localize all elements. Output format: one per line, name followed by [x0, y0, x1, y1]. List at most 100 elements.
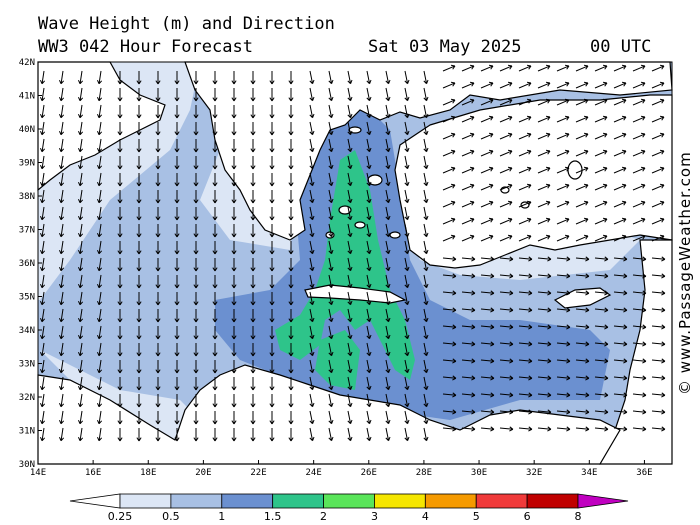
wave-arrow: [288, 105, 294, 119]
wave-arrow: [423, 223, 429, 238]
wave-arrow: [269, 428, 275, 442]
wave-arrow: [96, 172, 103, 187]
wave-arrow: [556, 115, 570, 123]
forecast-time: 00 UTC: [590, 37, 652, 57]
wave-arrow: [288, 428, 294, 442]
wave-arrow: [77, 410, 84, 425]
wave-arrow: [39, 410, 46, 425]
wave-arrow: [480, 341, 495, 347]
wave-arrow: [499, 307, 514, 313]
forecast-date: Sat 03 May 2025: [368, 37, 522, 57]
legend-swatch: [272, 493, 324, 509]
wave-arrow: [651, 166, 665, 174]
wave-arrow: [518, 290, 533, 296]
wave-arrow: [442, 341, 457, 347]
wave-arrow: [155, 122, 161, 136]
wave-arrow: [480, 166, 494, 174]
wave-arrow: [39, 308, 46, 323]
wave-arrow: [328, 342, 334, 357]
wave-arrow: [651, 392, 666, 398]
wave-arrow: [117, 105, 123, 119]
wave-arrow: [269, 411, 275, 425]
wave-arrow: [347, 342, 353, 357]
wave-arrow: [442, 426, 457, 432]
lat-tick-label: 35N: [19, 293, 35, 303]
wave-arrow: [594, 409, 609, 415]
wave-arrow: [423, 359, 429, 374]
wave-arrow: [193, 360, 199, 374]
wave-arrow: [288, 173, 294, 187]
wave-arrow: [136, 360, 142, 374]
wave-arrow: [575, 81, 589, 89]
wave-arrow: [328, 104, 334, 119]
wave-arrow: [499, 358, 514, 364]
wave-arrow: [309, 70, 315, 85]
wave-arrow: [461, 324, 476, 330]
wave-arrow: [556, 273, 571, 279]
wave-arrow: [309, 376, 315, 391]
wave-arrow: [404, 87, 410, 102]
wave-arrow: [651, 81, 665, 89]
wave-arrow: [537, 64, 551, 72]
wave-arrow: [58, 223, 65, 238]
wave-arrow: [575, 183, 589, 191]
wave-arrow: [423, 325, 429, 340]
legend-swatch: [119, 493, 172, 509]
wave-arrow: [309, 325, 315, 340]
wave-arrow: [288, 309, 294, 323]
wave-arrow: [537, 290, 552, 296]
wave-arrow: [117, 292, 123, 306]
wave-arrow: [193, 309, 199, 323]
wave-arrow: [651, 375, 666, 381]
lon-tick-label: 28E: [416, 468, 432, 478]
wave-arrow: [632, 132, 646, 140]
wave-arrow: [404, 308, 410, 323]
wave-arrow: [77, 257, 84, 272]
wave-arrow: [556, 81, 570, 89]
legend-label: 8: [575, 510, 582, 523]
wave-arrow: [174, 122, 180, 136]
legend-high-cap: [577, 493, 629, 509]
wave-arrow: [212, 275, 218, 289]
wave-arrow: [174, 224, 180, 238]
wave-arrow: [288, 411, 294, 425]
wave-arrow: [136, 292, 142, 306]
wave-arrow: [385, 87, 391, 102]
wave-arrow: [231, 224, 237, 238]
wave-arrow: [499, 324, 514, 330]
wave-arrow: [231, 88, 237, 102]
wave-arrow: [136, 394, 142, 408]
legend-label: 2: [320, 510, 327, 523]
wave-arrow: [537, 273, 552, 279]
wave-arrow: [136, 428, 142, 442]
wave-arrow: [250, 377, 256, 391]
wave-arrow: [480, 290, 495, 296]
wave-arrow: [309, 359, 315, 374]
wave-arrow: [193, 88, 199, 102]
wave-arrow: [499, 81, 513, 89]
lat-tick-label: 31N: [19, 427, 35, 437]
wave-arrow: [613, 81, 627, 89]
lat-tick-label: 36N: [19, 259, 35, 269]
wave-arrow: [174, 292, 180, 306]
wave-arrow: [212, 292, 218, 306]
wave-arrow: [155, 173, 161, 187]
wave-arrow: [174, 275, 180, 289]
lat-tick-label: 40N: [19, 125, 35, 135]
wave-arrow: [250, 88, 256, 102]
wave-arrow: [174, 71, 180, 85]
wave-arrow: [423, 121, 429, 136]
wave-arrow: [404, 223, 410, 238]
wave-arrow: [480, 409, 495, 415]
wave-arrow: [423, 104, 429, 119]
wave-direction-arrows: [39, 64, 666, 442]
wave-arrow: [288, 224, 294, 238]
lon-tick-label: 22E: [250, 468, 266, 478]
wave-arrow: [117, 173, 123, 187]
wave-arrow: [651, 115, 665, 123]
wave-arrow: [58, 393, 65, 408]
wave-arrow: [651, 234, 665, 242]
wave-arrow: [518, 426, 533, 432]
wave-arrow: [117, 190, 123, 204]
